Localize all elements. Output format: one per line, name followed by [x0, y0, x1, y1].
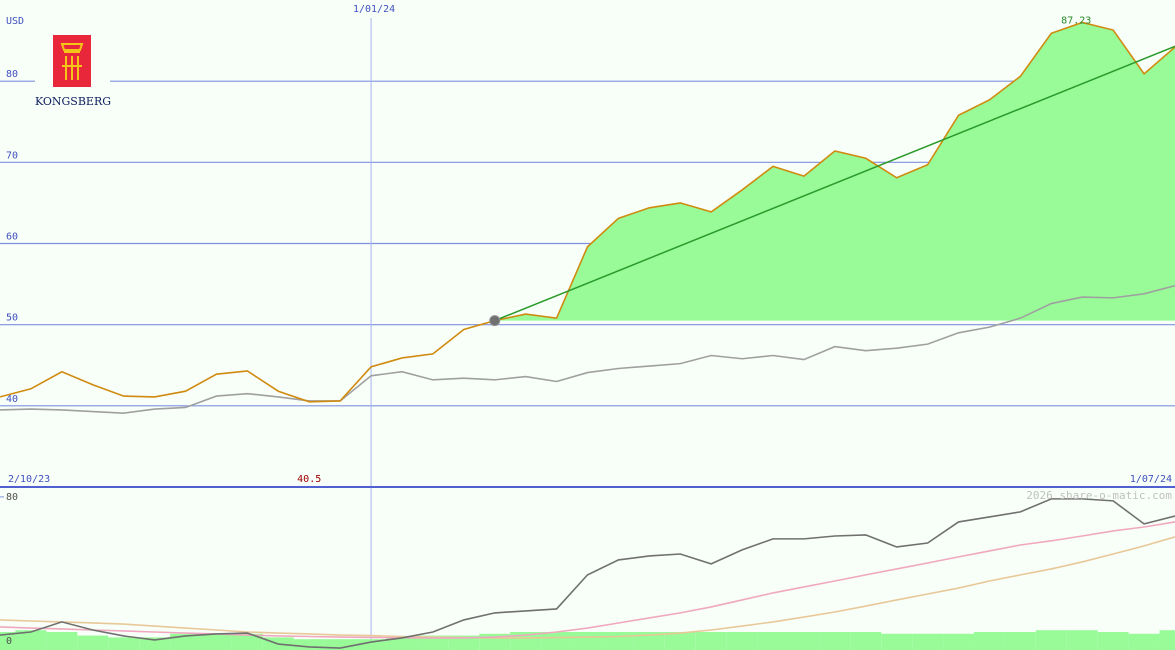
volume-bar [819, 631, 851, 650]
x-end-label: 1/07/24 [1130, 474, 1172, 485]
volume-bar [1066, 630, 1098, 650]
volume-bar [695, 631, 727, 650]
volume-bar [943, 633, 975, 650]
volume-bar [0, 631, 16, 650]
y-tick-label: 60 [6, 232, 18, 243]
series-line [0, 536, 1175, 639]
volume-bar [541, 631, 573, 650]
low-label: 40.5 [297, 474, 321, 485]
plot-layers: 40 50 60 70 80 USD 1/01/24 2/10/23 1/07/24 40.5 87… [0, 4, 1175, 650]
volume-bar [170, 633, 201, 650]
volume-bar [417, 635, 449, 650]
reference-marker [489, 315, 501, 327]
volume-bar [46, 631, 78, 650]
series-line [0, 21, 1175, 403]
volume-bar [974, 631, 1005, 650]
high-label: 87.23 [1061, 15, 1091, 26]
volume-bar [231, 633, 263, 650]
logo-crest [60, 43, 84, 80]
volume-bar [448, 635, 480, 650]
watermark: 2026 share-o-matic.com [1026, 489, 1172, 502]
gain-area [494, 22, 1175, 321]
volume-bar [510, 631, 542, 650]
series-layer [0, 498, 1175, 650]
logo: KONGSBERG [35, 30, 111, 112]
trend-line [494, 45, 1175, 322]
volume-bar [602, 631, 634, 650]
volume-bar [77, 635, 109, 650]
date-label: 1/01/24 [353, 4, 395, 15]
volume-bar [1004, 631, 1036, 650]
volume-bar [726, 631, 758, 650]
volume-bar [1159, 630, 1175, 650]
volume-bar [386, 637, 418, 650]
y-axis-label: USD [6, 16, 24, 27]
panel: 40 50 60 70 80 USD 1/01/24 2/10/23 1/07/24 40.5 87… [0, 4, 1175, 650]
volume-bar [757, 631, 789, 650]
volume-bar [850, 631, 882, 650]
y-tick-label: 50 [6, 313, 18, 324]
y-tick-label: 40 [6, 394, 18, 405]
volume-bar [1097, 631, 1129, 650]
volume-bar [108, 637, 140, 650]
panel: 0 80 [0, 492, 1175, 650]
volume-bar [881, 633, 913, 650]
series-line [0, 521, 1175, 639]
volume-bar [200, 633, 232, 650]
volume-bar [139, 637, 171, 650]
volume-bar [15, 630, 47, 650]
y-tick-label: 70 [6, 150, 18, 161]
volume-bar [355, 639, 387, 650]
volume-bar [788, 631, 820, 650]
y-tick-label: 80 [6, 69, 18, 80]
volume-bar [1128, 633, 1160, 650]
logo-text: KONGSBERG [35, 95, 111, 108]
volume-bar [1035, 630, 1067, 650]
labels: 0 80 [6, 492, 18, 647]
y-tick-label: 80 [6, 492, 18, 503]
volume-bar [633, 631, 665, 650]
volume-bar [912, 633, 944, 650]
labels: 40 50 60 70 80 USD 1/01/24 2/10/23 1/07/24 40.5 87… [6, 4, 1172, 485]
volume-bar [572, 631, 603, 650]
volume-bar [324, 639, 356, 650]
series-line [0, 284, 1175, 414]
y-tick-label: 0 [6, 636, 12, 647]
series-layer [0, 21, 1175, 414]
volume-bar [664, 631, 696, 650]
grid [0, 18, 1175, 650]
x-start-label: 2/10/23 [8, 474, 50, 485]
volume-bar [293, 639, 325, 650]
series-line [0, 498, 1175, 649]
